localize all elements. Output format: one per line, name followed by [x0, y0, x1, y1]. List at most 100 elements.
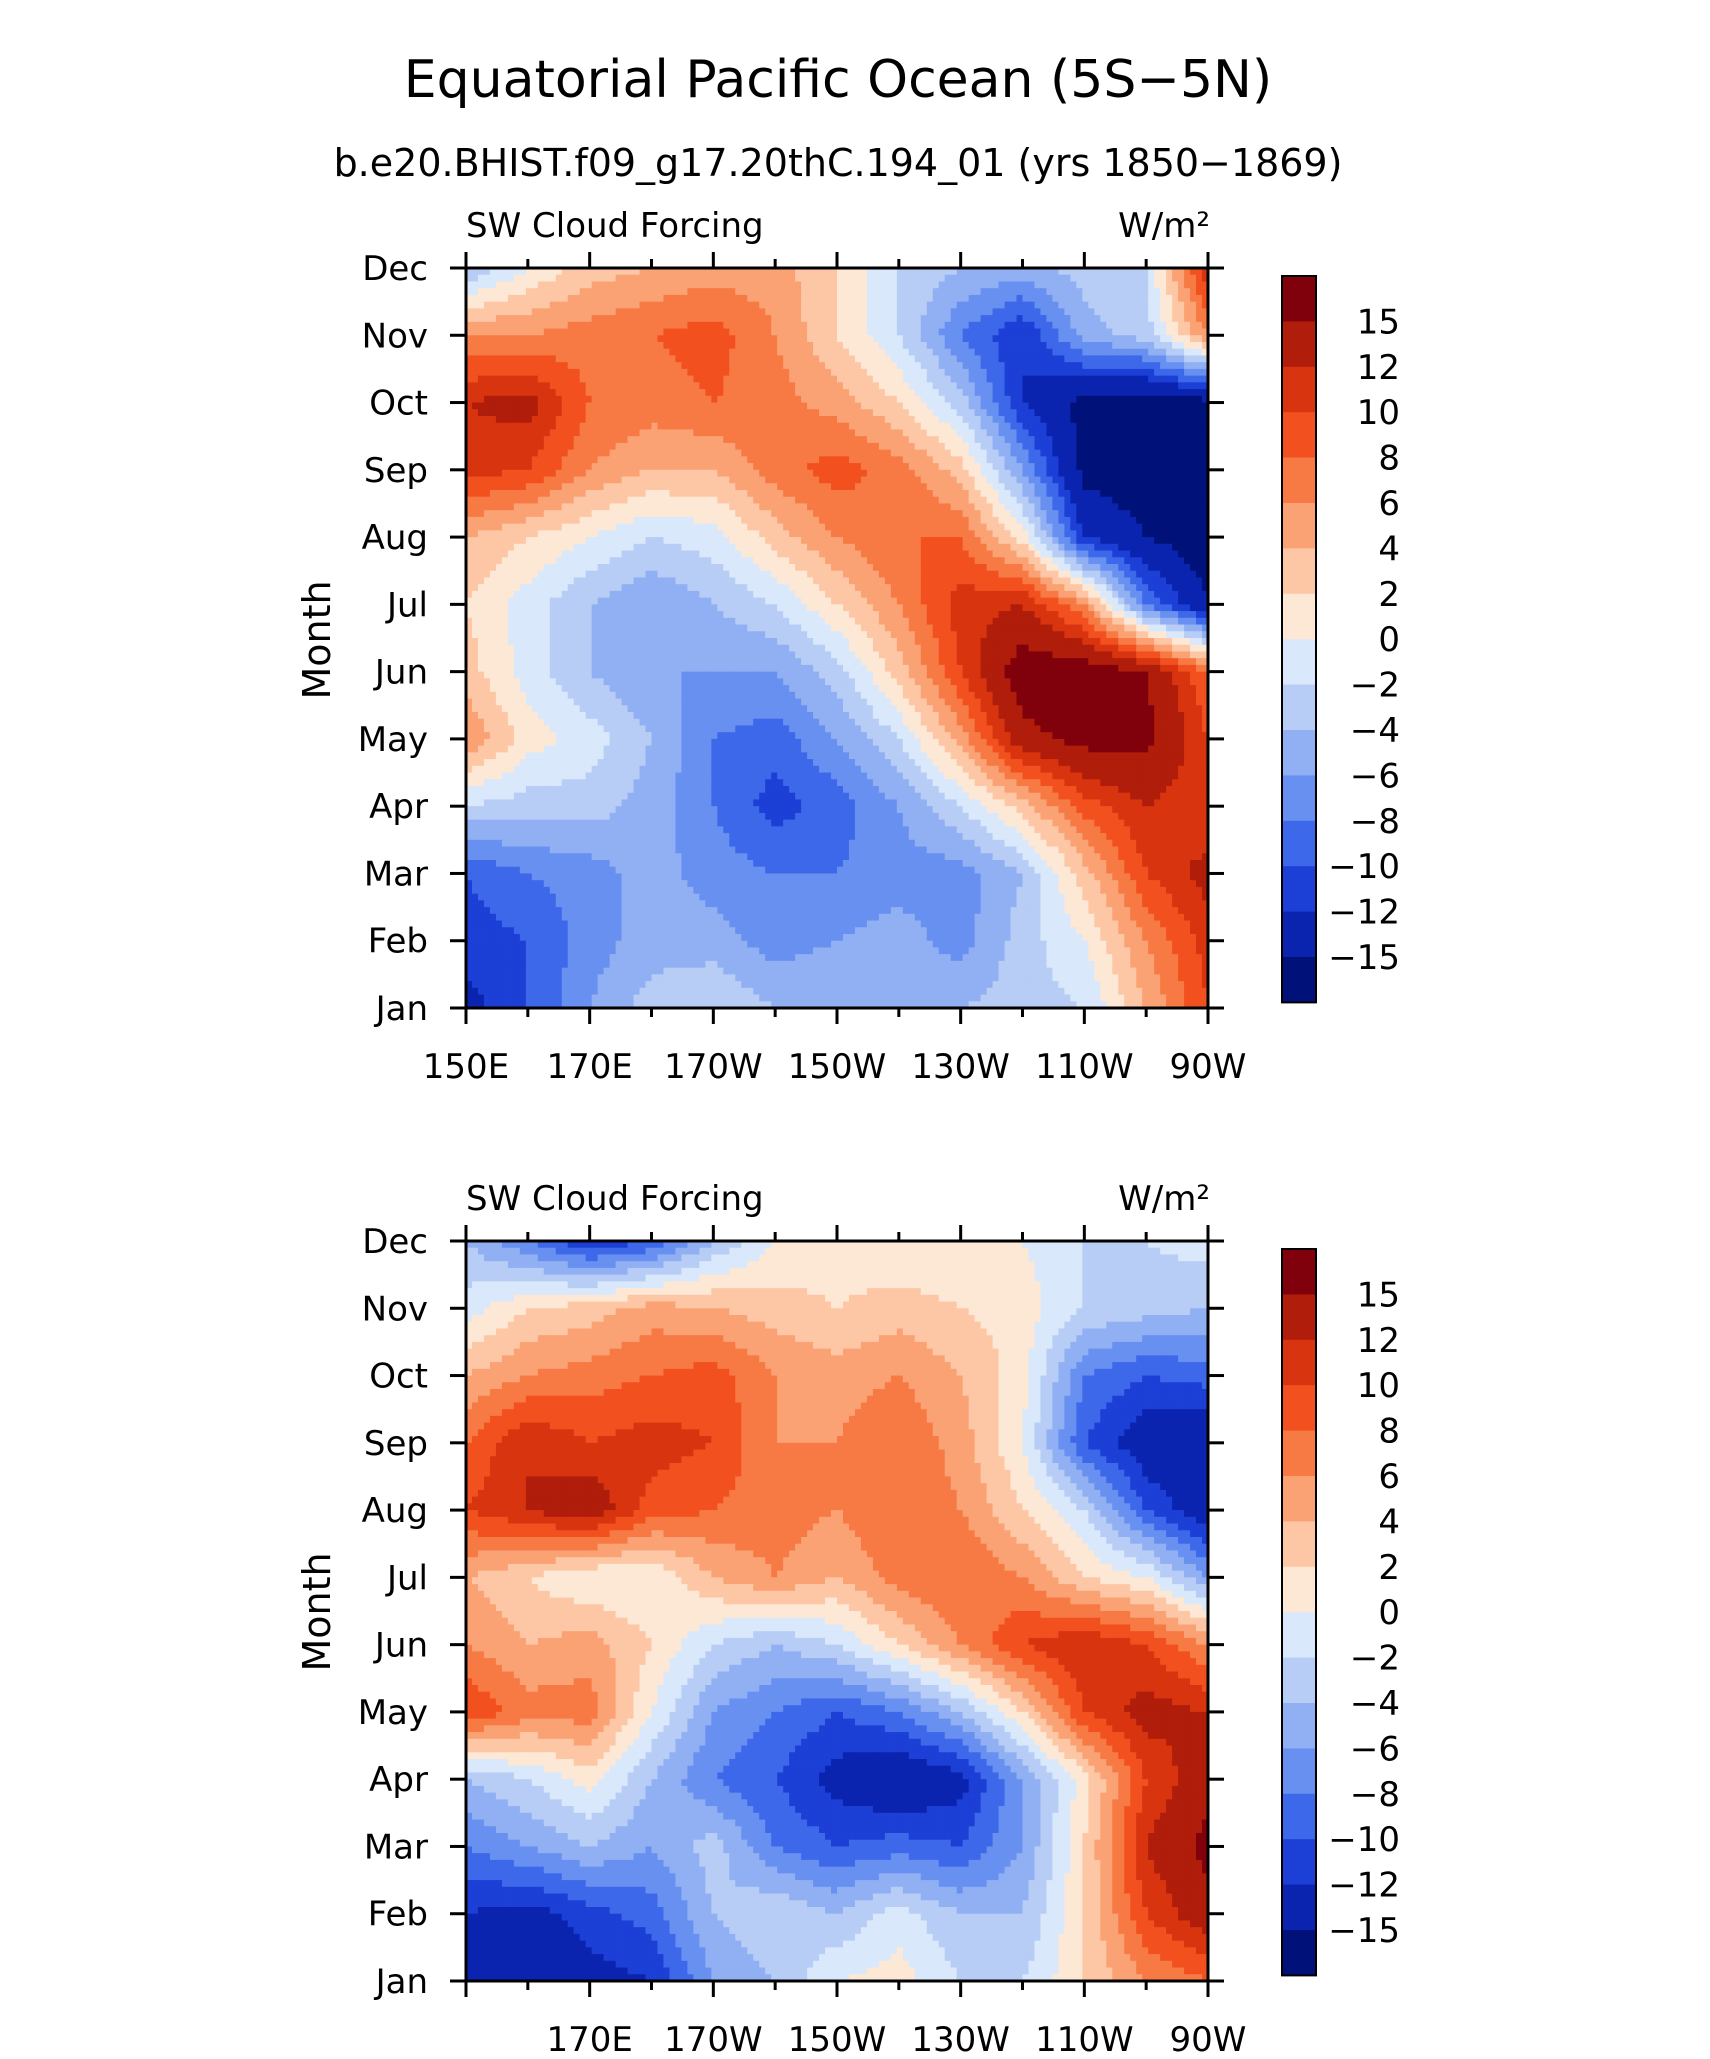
- contour-cell: [663, 503, 670, 510]
- contour-cell: [1196, 477, 1203, 484]
- contour-cell: [657, 517, 664, 524]
- contour-cell: [1034, 342, 1041, 349]
- contour-cell: [1190, 288, 1197, 295]
- contour-cell: [783, 349, 790, 356]
- contour-cell: [795, 436, 802, 443]
- contour-cell: [903, 497, 910, 504]
- contour-cell: [1017, 369, 1024, 376]
- contour-cell: [831, 497, 838, 504]
- contour-cell: [891, 524, 898, 531]
- contour-cell: [610, 275, 617, 282]
- contour-cell: [945, 362, 952, 369]
- contour-cell: [646, 275, 653, 282]
- contour-cell: [843, 423, 850, 430]
- contour-cell: [598, 275, 605, 282]
- contour-cell: [1112, 355, 1119, 362]
- contour-cell: [1017, 470, 1024, 477]
- contour-cell: [592, 456, 599, 463]
- contour-cell: [669, 308, 676, 315]
- contour-cell: [999, 335, 1006, 342]
- contour-cell: [586, 524, 593, 531]
- contour-cell: [669, 517, 676, 524]
- contour-cell: [831, 477, 838, 484]
- contour-cell: [1082, 308, 1089, 315]
- contour-cell: [735, 450, 742, 457]
- contour-cell: [963, 470, 970, 477]
- contour-cell: [729, 450, 736, 457]
- contour-cell: [556, 342, 563, 349]
- contour-cell: [777, 477, 784, 484]
- contour-cell: [1190, 389, 1197, 396]
- contour-cell: [1058, 315, 1065, 322]
- contour-cell: [1094, 530, 1101, 537]
- contour-cell: [568, 342, 575, 349]
- contour-cell: [723, 342, 730, 349]
- contour-cell: [981, 436, 988, 443]
- contour-cell: [1166, 503, 1173, 510]
- contour-cell: [1005, 517, 1012, 524]
- contour-cell: [951, 302, 958, 309]
- contour-cell: [759, 288, 766, 295]
- contour-cell: [663, 389, 670, 396]
- contour-cell: [681, 275, 688, 282]
- contour-cell: [562, 389, 569, 396]
- contour-cell: [879, 409, 886, 416]
- contour-cell: [951, 423, 958, 430]
- contour-cell: [789, 450, 796, 457]
- contour-cell: [1112, 490, 1119, 497]
- contour-cell: [759, 369, 766, 376]
- contour-cell: [622, 423, 629, 430]
- contour-cell: [981, 530, 988, 537]
- contour-cell: [628, 295, 635, 302]
- contour-cell: [1046, 456, 1053, 463]
- contour-cell: [729, 355, 736, 362]
- contour-cell: [783, 477, 790, 484]
- contour-cell: [484, 362, 491, 369]
- contour-cell: [472, 288, 479, 295]
- contour-cell: [574, 355, 581, 362]
- contour-cell: [472, 517, 479, 524]
- contour-cell: [1094, 396, 1101, 403]
- contour-cell: [801, 497, 808, 504]
- contour-cell: [622, 362, 629, 369]
- contour-cell: [711, 302, 718, 309]
- contour-cell: [1023, 396, 1030, 403]
- contour-cell: [478, 295, 485, 302]
- contour-cell: [1088, 322, 1095, 329]
- contour-cell: [1136, 429, 1143, 436]
- contour-cell: [592, 376, 599, 383]
- contour-cell: [544, 463, 551, 470]
- contour-cell: [1094, 416, 1101, 423]
- contour-cell: [693, 281, 700, 288]
- contour-cell: [1034, 510, 1041, 517]
- contour-cell: [1100, 483, 1107, 490]
- contour-cell: [580, 396, 587, 403]
- contour-cell: [562, 315, 569, 322]
- contour-cell: [1166, 329, 1173, 336]
- contour-cell: [759, 281, 766, 288]
- contour-cell: [1088, 382, 1095, 389]
- contour-cell: [801, 530, 808, 537]
- contour-cell: [1088, 450, 1095, 457]
- contour-cell: [1100, 423, 1107, 430]
- contour-cell: [699, 510, 706, 517]
- contour-cell: [987, 403, 994, 410]
- contour-cell: [1118, 429, 1125, 436]
- contour-cell: [496, 376, 503, 383]
- contour-cell: [1154, 342, 1161, 349]
- contour-cell: [1160, 302, 1167, 309]
- contour-cell: [981, 517, 988, 524]
- contour-cell: [993, 490, 1000, 497]
- contour-cell: [1124, 329, 1131, 336]
- contour-cell: [669, 349, 676, 356]
- contour-cell: [879, 281, 886, 288]
- contour-cell: [663, 315, 670, 322]
- contour-cell: [921, 349, 928, 356]
- contour-cell: [520, 302, 527, 309]
- contour-cell: [1112, 416, 1119, 423]
- contour-cell: [586, 376, 593, 383]
- contour-cell: [1118, 349, 1125, 356]
- contour-cell: [987, 382, 994, 389]
- contour-cell: [981, 342, 988, 349]
- contour-cell: [1130, 443, 1137, 450]
